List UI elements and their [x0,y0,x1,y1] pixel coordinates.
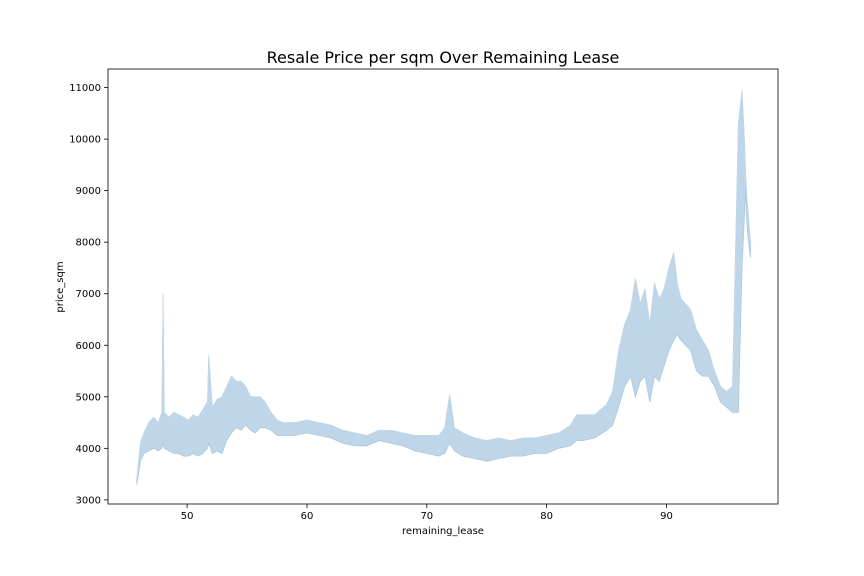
x-tick-label: 80 [540,511,553,522]
series-layer [136,90,751,485]
chart-title: Resale Price per sqm Over Remaining Leas… [267,48,620,67]
x-tick-label: 90 [660,511,673,522]
y-tick-label: 3000 [76,495,101,506]
y-tick-label: 8000 [76,238,101,249]
y-tick-label: 5000 [76,392,101,403]
plot-area [107,68,779,505]
y-tick-label: 11000 [69,83,101,94]
y-tick-label: 7000 [76,289,101,300]
x-tick-label: 50 [181,511,194,522]
y-tick-label: 6000 [76,341,101,352]
series-upper-line [136,90,751,480]
y-axis: 3000 4000 5000 6000 7000 8000 9000 10000 11000 [69,83,108,506]
x-tick-label: 70 [420,511,433,522]
x-axis-label: remaining_lease [402,526,484,537]
y-tick-label: 9000 [76,186,101,197]
x-axis: 50 60 70 80 90 [181,504,673,522]
plot-frame [107,68,779,505]
y-tick-label: 10000 [69,135,101,146]
y-tick-label: 4000 [76,444,101,455]
x-tick-label: 60 [301,511,314,522]
y-axis-label: price_sqm [55,261,66,312]
